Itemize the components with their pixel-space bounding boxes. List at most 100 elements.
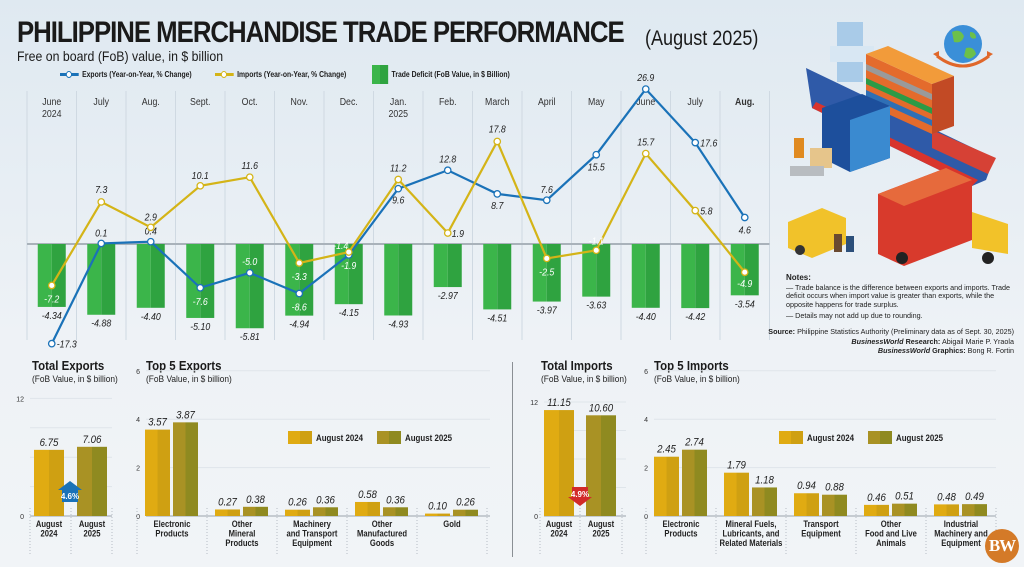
- exports-point: [740, 213, 749, 222]
- imports-point: [394, 175, 403, 184]
- note-item: — Details may not add up due to rounding…: [786, 310, 923, 320]
- deficit-value-label: -4.15: [339, 307, 360, 319]
- deficit-bar-shade: [348, 244, 363, 305]
- imports-point: [344, 248, 353, 256]
- exports-point: [641, 85, 650, 93]
- exports-point: [47, 339, 56, 348]
- globe-icon: [933, 25, 993, 68]
- deficit-swatch-icon: [372, 65, 389, 84]
- imports-value-label: -1.4: [333, 240, 348, 252]
- month-label: April: [538, 95, 556, 107]
- deficit-bar: [235, 244, 250, 329]
- deficit-value-label: -4.93: [388, 318, 409, 330]
- top5-imports-subtitle: (FoB Value, in $ billion): [654, 374, 740, 385]
- month-label: Sept.: [190, 95, 211, 107]
- container-icon: [822, 94, 890, 172]
- imports-point: [740, 268, 749, 277]
- month-label: June: [42, 95, 61, 107]
- exports-point: [493, 190, 502, 198]
- graphics-role: Graphics:: [932, 346, 966, 355]
- month-label: Aug.: [735, 95, 755, 107]
- month-label: 2025: [388, 107, 408, 119]
- graphics-name: Bong R. Fortin: [967, 346, 1014, 355]
- month-label: July: [687, 95, 703, 107]
- imports-value-label: 11.6: [242, 160, 259, 172]
- exports-value-label: -8.6: [292, 301, 308, 313]
- deficit-bar: [384, 244, 399, 316]
- exports-value-label: 9.6: [392, 194, 405, 206]
- van-icon: [788, 208, 854, 258]
- legend-imports-label: Imports (Year-on-Year, % Change): [237, 70, 347, 79]
- deficit-value-label: -4.42: [685, 311, 706, 323]
- exports-point: [295, 289, 304, 298]
- exports-point: [394, 184, 403, 193]
- source-line: Source: Philippine Statistics Authority …: [768, 327, 1014, 337]
- total-imports-title: Total Imports: [541, 358, 613, 373]
- exports-line-icon: [60, 71, 79, 78]
- imports-point: [146, 223, 155, 232]
- exports-value-label: 26.9: [636, 72, 655, 84]
- month-label: Oct.: [242, 95, 258, 107]
- deficit-value-label: -3.97: [537, 304, 558, 316]
- imports-point: [196, 181, 205, 190]
- notes: Notes: — Trade balance is the difference…: [786, 273, 1018, 323]
- deficit-bar-shade: [200, 244, 215, 318]
- imports-point: [691, 206, 700, 215]
- legend-imports: Imports (Year-on-Year, % Change): [215, 70, 346, 79]
- truck-icon: [878, 168, 1008, 266]
- deficit-bar-shade: [150, 244, 165, 308]
- legend-deficit-label: Trade Deficit (FoB Value, in $ Billion): [391, 70, 510, 79]
- month-label: 2024: [42, 107, 62, 119]
- month-label: Nov.: [291, 95, 308, 107]
- imports-value-label: 7.3: [95, 183, 108, 195]
- imports-value-label: 2.9: [144, 211, 158, 223]
- imports-value-label: -3.3: [292, 270, 308, 282]
- deficit-bar-shade: [596, 244, 611, 297]
- imports-value-label: -7.2: [44, 293, 60, 305]
- exports-value-label: 8.7: [491, 199, 504, 211]
- exports-point: [245, 268, 254, 277]
- deficit-value-label: -5.10: [190, 320, 211, 332]
- imports-point: [542, 254, 551, 263]
- imports-point: [443, 229, 452, 237]
- deficit-bar: [483, 244, 498, 310]
- deficit-bar: [730, 244, 745, 296]
- exports-point: [146, 237, 155, 246]
- deficit-bar-shade: [398, 244, 413, 316]
- note-item: — Trade balance is the difference betwee…: [786, 283, 1011, 309]
- month-label: May: [588, 95, 605, 107]
- exports-point: [97, 239, 106, 248]
- month-label: June: [636, 95, 655, 107]
- exports-value-label: -7.6: [193, 295, 209, 307]
- source-label: Source:: [768, 327, 796, 336]
- exports-value-label: 7.6: [541, 184, 554, 196]
- exports-value-label: 12.8: [439, 153, 457, 165]
- deficit-value-label: -5.81: [240, 331, 260, 343]
- deficit-bar-shade: [447, 244, 462, 288]
- exports-value-label: 0.1: [95, 227, 107, 239]
- deficit-value-label: -3.54: [735, 298, 755, 310]
- imports-point: [245, 173, 254, 182]
- exports-point: [592, 150, 601, 159]
- imports-point: [493, 137, 502, 146]
- month-label: Feb.: [439, 95, 457, 107]
- deficit-bar: [37, 244, 52, 307]
- page-title: PHILIPPINE MERCHANDISE TRADE PERFORMANCE: [17, 16, 625, 49]
- legend-deficit: Trade Deficit (FoB Value, in $ Billion): [372, 65, 510, 84]
- deficit-bar: [433, 244, 448, 288]
- exports-value-label: -1.9: [341, 259, 357, 271]
- month-label: March: [485, 95, 509, 107]
- imports-point: [97, 198, 106, 206]
- imports-value-label: 10.1: [192, 169, 209, 181]
- deficit-value-label: -3.63: [586, 299, 607, 311]
- credits: Source: Philippine Statistics Authority …: [768, 327, 1014, 356]
- exports-point: [196, 283, 205, 292]
- graphics-line: BusinessWorld Graphics: Bong R. Fortin: [768, 346, 1014, 356]
- month-label: July: [93, 95, 109, 107]
- exports-point: [443, 166, 452, 175]
- deficit-bar: [87, 244, 102, 315]
- total-exports-subtitle: (FoB Value, in $ billion): [32, 374, 118, 385]
- top5-exports-subtitle: (FoB Value, in $ billion): [146, 374, 232, 385]
- imports-value-label: -4.9: [737, 278, 753, 290]
